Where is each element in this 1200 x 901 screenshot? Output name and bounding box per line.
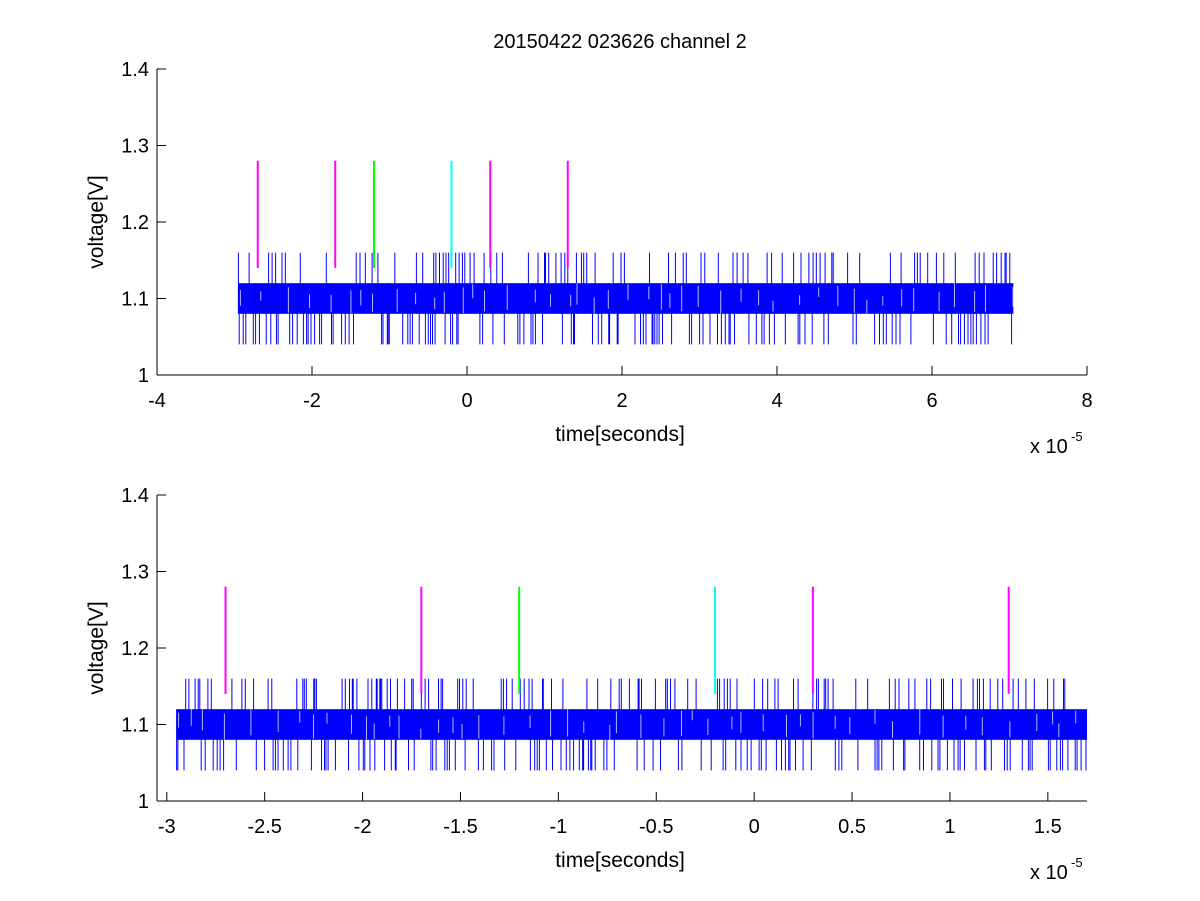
y-tick-label: 1.2 <box>121 638 149 660</box>
signal-texture <box>239 283 1014 314</box>
x-tick-label: 1.5 <box>1034 816 1062 838</box>
x-tick-label: 8 <box>1081 390 1092 412</box>
y-tick-label: 1.1 <box>121 289 149 311</box>
y-axis-label: voltage[V] <box>85 175 108 268</box>
bottom-subplot: -3 -2.5 -2 -1.5 -1 -0.5 0 0.5 1 1.5 1 1.1 1.2 1.3 1.4 t… <box>85 485 1087 884</box>
y-axis-label: voltage[V] <box>85 601 108 694</box>
x-tick-label: -4 <box>148 390 166 412</box>
x-tick-label: 1 <box>944 816 955 838</box>
x-tick-label: 0 <box>461 390 472 412</box>
y-tick-label: 1.3 <box>121 136 149 158</box>
x-tick-label: -2.5 <box>247 816 281 838</box>
x-axis-label: time[seconds] <box>555 849 685 872</box>
x-tick-label: 0.5 <box>838 816 866 838</box>
y-tick-label: 1.4 <box>121 485 149 507</box>
x-tick-label: -1.5 <box>443 816 477 838</box>
y-tick-label: 1 <box>138 365 149 387</box>
x-tick-label: 0 <box>749 816 760 838</box>
x-tick-label: 4 <box>771 390 782 412</box>
x-tick-label: 6 <box>926 390 937 412</box>
signal-band <box>176 709 1087 740</box>
top-subplot: -4 -2 0 2 4 6 8 1 1.1 1.2 1.3 1.4 time[seconds] volta… <box>85 59 1093 458</box>
x-axis-label: time[seconds] <box>555 423 685 446</box>
signal-texture <box>178 709 1077 740</box>
figure-title: 20150422 023626 channel 2 <box>493 31 747 53</box>
x-tick-label: -2 <box>354 816 372 838</box>
y-tick-label: 1 <box>138 791 149 813</box>
x-tick-label: 2 <box>616 390 627 412</box>
y-tick-label: 1.1 <box>121 715 149 737</box>
y-tick-label: 1.3 <box>121 562 149 584</box>
x-tick-label: -3 <box>158 816 176 838</box>
x-multiplier-exponent: -5 <box>1071 429 1083 444</box>
x-tick-label: -1 <box>549 816 567 838</box>
x-multiplier-exponent: -5 <box>1071 855 1083 870</box>
x-tick-label: -0.5 <box>639 816 673 838</box>
x-multiplier: x 10 <box>1030 436 1068 458</box>
y-tick-label: 1.2 <box>121 212 149 234</box>
signal-band <box>238 283 1014 314</box>
y-tick-label: 1.4 <box>121 59 149 81</box>
x-multiplier: x 10 <box>1030 862 1068 884</box>
x-tick-label: -2 <box>303 390 321 412</box>
